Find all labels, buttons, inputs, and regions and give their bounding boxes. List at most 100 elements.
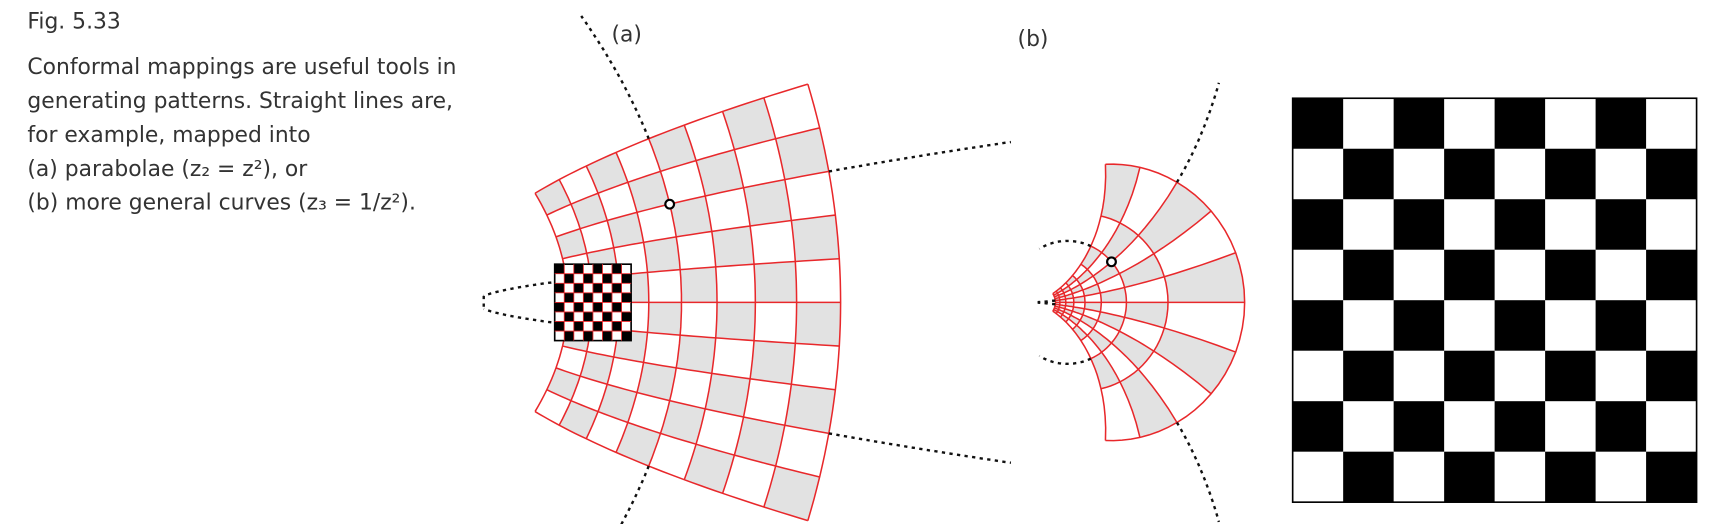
shaded-cell <box>570 193 608 229</box>
dashed-curve <box>828 140 1012 173</box>
inset-square <box>573 302 584 312</box>
shaded-cell <box>1153 328 1236 394</box>
shaded-cell <box>1124 302 1168 329</box>
shaded-cell <box>722 97 776 150</box>
shaded-cell <box>1093 261 1120 285</box>
shaded-cell <box>1063 308 1073 316</box>
board-square <box>1545 148 1596 200</box>
dashed-curve <box>828 432 1012 464</box>
shaded-cell <box>1119 369 1177 438</box>
inset-square <box>602 331 613 341</box>
shaded-cell <box>1062 286 1071 294</box>
board-square <box>1646 350 1697 402</box>
shaded-cell <box>546 367 581 401</box>
shaded-cell <box>1058 293 1065 298</box>
inset-square <box>583 292 593 303</box>
dashed-curve <box>1175 82 1221 183</box>
shaded-cell <box>1164 252 1245 303</box>
shaded-cell <box>1111 331 1154 370</box>
shaded-cell <box>607 212 644 248</box>
shaded-cell <box>711 225 755 267</box>
inset-square <box>612 321 622 332</box>
shaded-cell <box>598 384 638 423</box>
shaded-cell <box>586 152 628 194</box>
dashed-curve <box>1175 421 1221 523</box>
inset-square <box>554 264 565 274</box>
inset-square <box>592 264 603 274</box>
board-square <box>1393 199 1445 250</box>
panel-b <box>1037 82 1246 523</box>
board-square <box>1343 148 1394 200</box>
inset-square <box>592 302 603 312</box>
board-square <box>1595 98 1647 149</box>
caption-line: generating patterns. Straight lines are, <box>27 89 453 114</box>
board-square <box>1444 350 1495 402</box>
shaded-cell <box>754 261 797 303</box>
shaded-cell <box>676 335 716 374</box>
shaded-cell <box>734 417 785 467</box>
shaded-cell <box>643 236 681 273</box>
shaded-cell <box>1100 287 1127 303</box>
board-square <box>1343 350 1394 402</box>
inset-square <box>621 311 632 322</box>
dashed-curve <box>1037 301 1056 306</box>
shaded-cell <box>1119 253 1165 288</box>
board-square <box>1444 249 1495 301</box>
grid-curve <box>1053 167 1141 296</box>
shaded-cell <box>696 149 744 196</box>
caption-line: Conformal mappings are useful tools in <box>27 55 456 80</box>
board-square <box>1595 199 1647 250</box>
inset-square <box>554 302 565 312</box>
grid-curve <box>1052 164 1107 295</box>
board-square <box>1444 148 1495 200</box>
panel-a <box>482 15 1012 524</box>
inset-square <box>602 273 613 284</box>
board-square <box>1292 401 1344 452</box>
shaded-cell <box>669 195 712 237</box>
grid-curve <box>1054 307 1178 423</box>
board-square <box>1292 98 1344 149</box>
inset-square <box>554 283 565 293</box>
grid-curve <box>1054 181 1178 298</box>
grid-curve <box>546 389 820 478</box>
shaded-cell <box>1080 314 1098 329</box>
shaded-cell <box>680 266 718 303</box>
dashed-curve <box>1038 354 1092 366</box>
board-square <box>1343 451 1394 503</box>
board-square <box>1595 401 1647 452</box>
shaded-cell <box>1060 314 1069 322</box>
shaded-cell <box>660 400 706 445</box>
panel-label: (a) <box>611 22 641 47</box>
inset-square <box>564 292 574 303</box>
board-square <box>1545 451 1596 503</box>
board-square <box>1646 451 1697 503</box>
board-square <box>1494 300 1546 351</box>
panel-label: (b) <box>1018 27 1049 52</box>
shaded-cell <box>637 362 677 401</box>
inset-square <box>583 331 593 341</box>
shaded-cell <box>1072 325 1088 341</box>
grid-curve <box>1055 303 1236 353</box>
shaded-cell <box>556 228 587 259</box>
shaded-cell <box>743 179 792 226</box>
grid-curve <box>1052 310 1107 441</box>
board-square <box>1494 98 1546 149</box>
inset-square <box>602 292 613 303</box>
shaded-cell <box>705 373 751 418</box>
grid-curve <box>1054 210 1212 300</box>
shaded-cell <box>1097 311 1125 332</box>
shaded-cell <box>535 179 571 216</box>
inset-square <box>621 292 632 303</box>
board-square <box>1292 300 1344 351</box>
dashed-curve <box>620 465 650 524</box>
inset-square <box>573 283 584 293</box>
board-square <box>1393 300 1445 351</box>
shaded-cell <box>1070 284 1083 294</box>
inset-square <box>612 283 622 293</box>
caption-line: (b) more general curves (z₃ = 1/z²). <box>27 191 415 216</box>
board-square <box>1494 199 1546 250</box>
board-square <box>1646 148 1697 200</box>
shaded-cell <box>1138 182 1212 254</box>
inset-square <box>564 331 574 341</box>
